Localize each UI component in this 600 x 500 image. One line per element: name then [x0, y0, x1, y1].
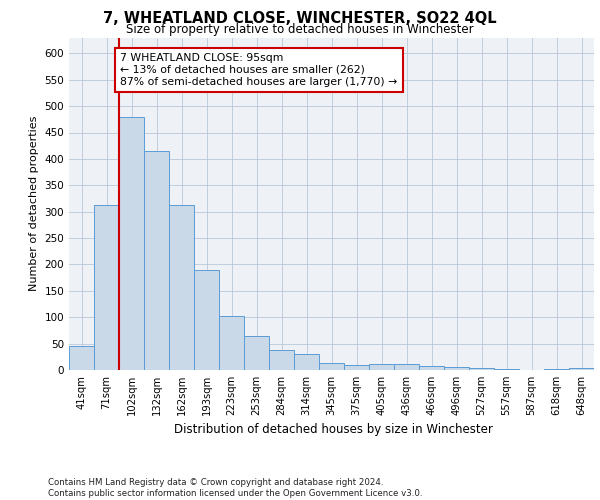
Text: Contains HM Land Registry data © Crown copyright and database right 2024.
Contai: Contains HM Land Registry data © Crown c… — [48, 478, 422, 498]
Text: Distribution of detached houses by size in Winchester: Distribution of detached houses by size … — [173, 422, 493, 436]
Text: 7 WHEATLAND CLOSE: 95sqm
← 13% of detached houses are smaller (262)
87% of semi-: 7 WHEATLAND CLOSE: 95sqm ← 13% of detach… — [120, 54, 398, 86]
Bar — [419, 366, 444, 370]
Text: 7, WHEATLAND CLOSE, WINCHESTER, SO22 4QL: 7, WHEATLAND CLOSE, WINCHESTER, SO22 4QL — [103, 11, 497, 26]
Bar — [269, 350, 294, 370]
Text: Size of property relative to detached houses in Winchester: Size of property relative to detached ho… — [126, 22, 474, 36]
Bar — [344, 364, 369, 370]
Bar — [394, 364, 419, 370]
Bar — [294, 354, 319, 370]
Bar — [219, 316, 244, 370]
Bar — [244, 336, 269, 370]
Bar — [94, 205, 119, 370]
Bar — [444, 368, 469, 370]
Bar — [469, 368, 494, 370]
Bar — [169, 205, 194, 370]
Bar — [569, 368, 594, 370]
Bar — [319, 363, 344, 370]
Bar — [119, 116, 144, 370]
Bar — [144, 151, 169, 370]
Bar — [194, 270, 219, 370]
Y-axis label: Number of detached properties: Number of detached properties — [29, 116, 39, 292]
Bar — [69, 346, 94, 370]
Bar — [369, 364, 394, 370]
